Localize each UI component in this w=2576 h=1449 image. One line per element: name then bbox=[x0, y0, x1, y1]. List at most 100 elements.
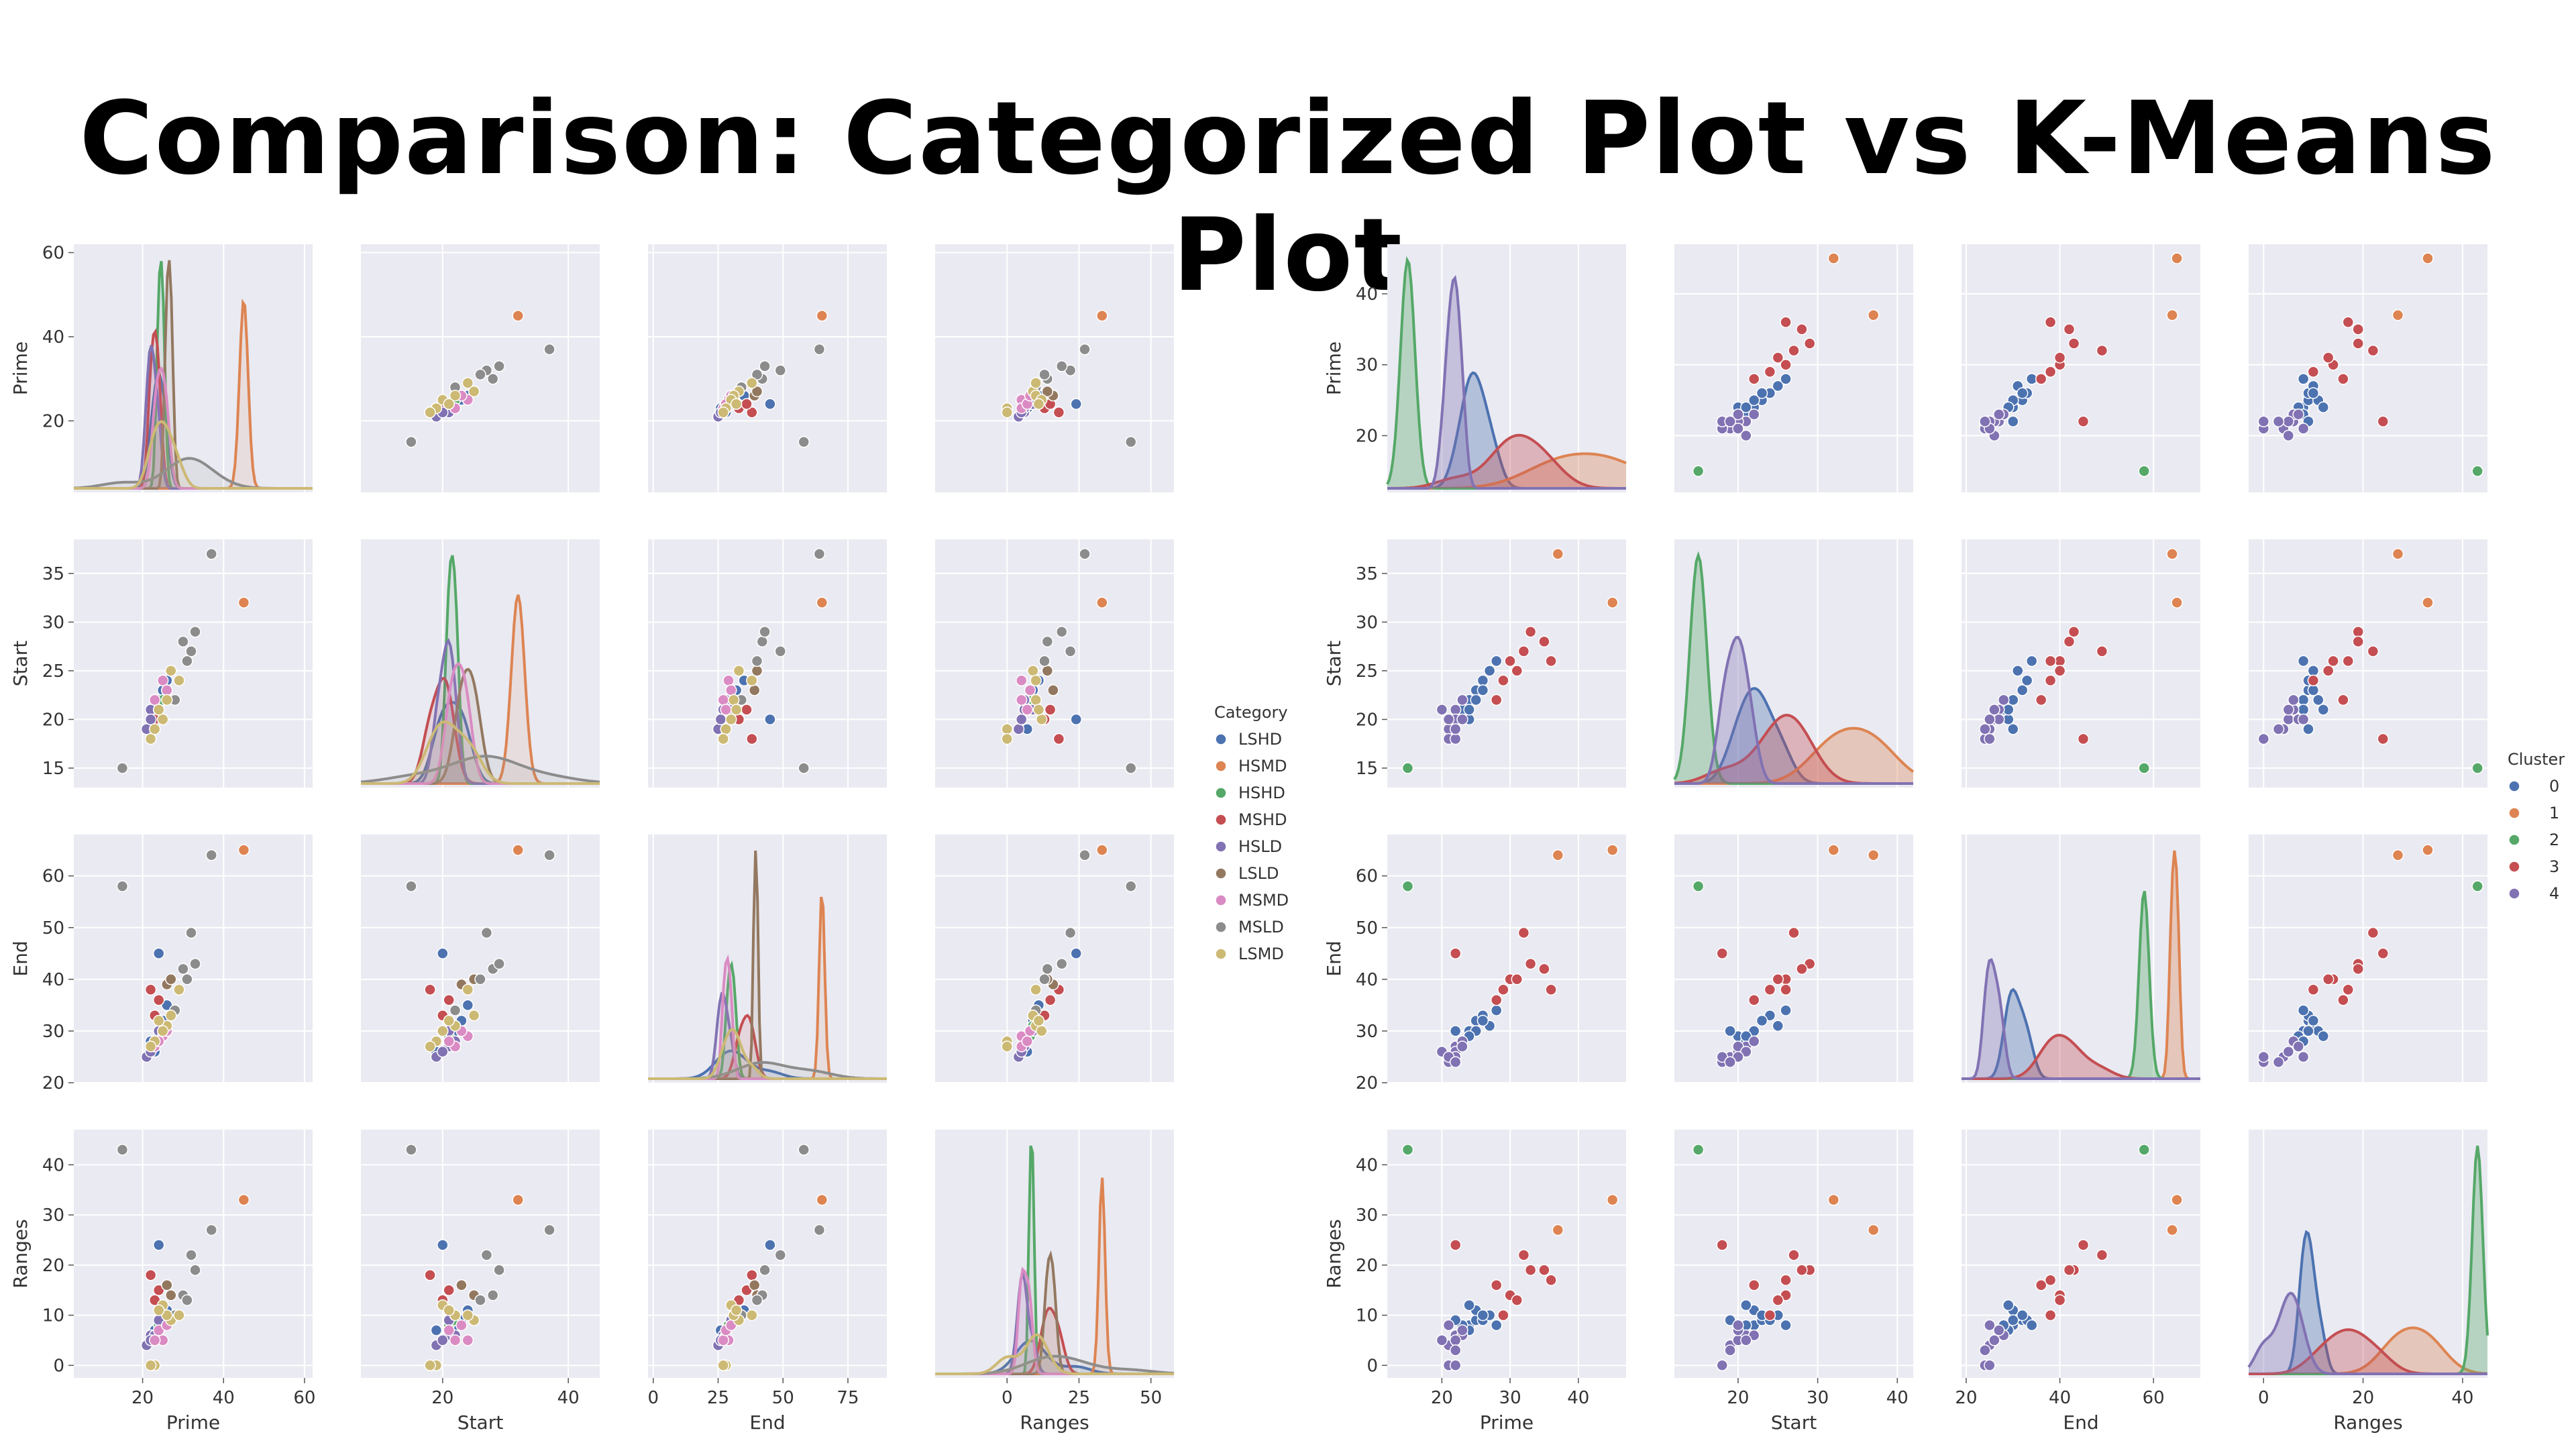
scatter-point bbox=[1096, 844, 1108, 856]
scatter-point bbox=[2422, 596, 2434, 609]
scatter-point bbox=[2297, 1051, 2310, 1063]
scatter-point bbox=[2327, 655, 2339, 667]
kde-fill-group-0 bbox=[1962, 989, 2200, 1079]
scatter-point bbox=[424, 407, 436, 419]
scatter-point bbox=[474, 1294, 486, 1306]
x-tick-label: 20 bbox=[2352, 1388, 2374, 1408]
scatter-point bbox=[185, 1249, 197, 1261]
scatter-point bbox=[1538, 963, 1550, 975]
panel-background bbox=[935, 1130, 1174, 1378]
panel-background bbox=[648, 1130, 887, 1378]
legend-marker bbox=[2508, 861, 2520, 873]
scatter-point bbox=[474, 973, 486, 985]
y-tick-label: 20 bbox=[42, 1073, 64, 1093]
panel-ranges-vs-ranges: 0 20 40 Ranges bbox=[2247, 1130, 2489, 1434]
scatter-point bbox=[189, 957, 201, 970]
scatter-point bbox=[1436, 1334, 1448, 1346]
legend-marker bbox=[1215, 760, 1227, 772]
legend-label: 4 bbox=[2549, 884, 2559, 903]
scatter-point bbox=[741, 398, 753, 411]
legend-marker bbox=[1215, 733, 1227, 745]
scatter-point bbox=[1772, 1294, 1784, 1306]
scatter-point bbox=[2342, 316, 2355, 329]
y-tick-label: 35 bbox=[42, 564, 64, 584]
scatter-point bbox=[177, 963, 189, 975]
y-tick-label: 40 bbox=[1356, 970, 1378, 990]
panel-ranges-vs-end: 20 40 60 End bbox=[1955, 1130, 2200, 1434]
scatter-point bbox=[437, 1334, 449, 1346]
panel-background bbox=[1962, 539, 2200, 788]
scatter-point bbox=[2016, 387, 2029, 399]
scatter-point bbox=[1979, 723, 1991, 735]
scatter-point bbox=[2297, 1004, 2310, 1016]
x-tick-label: 20 bbox=[1727, 1388, 1749, 1408]
scatter-point bbox=[2422, 844, 2434, 856]
panel-background bbox=[935, 835, 1174, 1083]
scatter-point bbox=[1070, 398, 1082, 411]
scatter-point bbox=[2317, 704, 2330, 716]
scatter-point bbox=[1477, 1309, 1489, 1322]
scatter-point bbox=[1988, 704, 2000, 716]
scatter-point bbox=[1780, 1274, 1792, 1286]
y-tick-label: 30 bbox=[42, 1022, 64, 1042]
scatter-point bbox=[2312, 694, 2324, 706]
scatter-point bbox=[1827, 1193, 1840, 1206]
legend-label: MSMD bbox=[1238, 891, 1289, 910]
scatter-point bbox=[2282, 713, 2295, 726]
kde-fill-group-2 bbox=[1387, 260, 1626, 488]
scatter-point bbox=[1463, 1299, 1475, 1311]
scatter-point bbox=[1716, 1359, 1728, 1372]
scatter-point bbox=[2422, 252, 2434, 264]
scatter-point bbox=[2282, 704, 2295, 716]
scatter-point bbox=[727, 694, 740, 706]
scatter-point bbox=[437, 1046, 449, 1058]
scatter-point bbox=[733, 665, 745, 677]
y-tick-label: 0 bbox=[53, 1356, 64, 1376]
scatter-point bbox=[2297, 713, 2310, 726]
scatter-point bbox=[2322, 352, 2334, 364]
scatter-point bbox=[165, 1010, 177, 1022]
scatter-point bbox=[1772, 380, 1784, 392]
scatter-point bbox=[717, 694, 729, 706]
scatter-point bbox=[512, 309, 524, 322]
scatter-point bbox=[2297, 655, 2310, 667]
legend-label: 1 bbox=[2549, 804, 2559, 822]
panel-start-vs-prime: 15 20 25 30 35 Start bbox=[1323, 539, 1626, 788]
scatter-point bbox=[1984, 713, 1996, 726]
scatter-point bbox=[449, 390, 462, 402]
scatter-point bbox=[2377, 947, 2390, 960]
legend-label: HSHD bbox=[1238, 784, 1285, 802]
scatter-point bbox=[2077, 733, 2090, 745]
x-tick-label: 0 bbox=[647, 1388, 659, 1408]
scatter-point bbox=[1497, 1309, 1509, 1322]
scatter-point bbox=[813, 343, 826, 356]
panel-prime-vs-prime: 20 40 60 Prime bbox=[9, 244, 313, 492]
scatter-point bbox=[1716, 1239, 1728, 1251]
scatter-point bbox=[1015, 674, 1028, 687]
kde-fill-group-3 bbox=[1674, 715, 1913, 784]
scatter-point bbox=[1724, 1344, 1736, 1356]
panel-end-vs-ranges bbox=[2249, 835, 2487, 1083]
scatter-point bbox=[1064, 645, 1077, 657]
scatter-point bbox=[148, 694, 161, 706]
scatter-point bbox=[486, 372, 499, 385]
scatter-point bbox=[759, 360, 771, 372]
scatter-point bbox=[468, 1010, 480, 1022]
scatter-point bbox=[725, 684, 737, 696]
scatter-point bbox=[480, 926, 493, 939]
scatter-point bbox=[1449, 723, 1462, 735]
kde-line-group-4 bbox=[1962, 958, 2200, 1080]
scatter-point bbox=[774, 1249, 787, 1261]
scatter-point bbox=[424, 1269, 436, 1281]
scatter-point bbox=[405, 1144, 417, 1156]
scatter-point bbox=[152, 1304, 165, 1316]
scatter-point bbox=[1001, 407, 1013, 419]
scatter-point bbox=[2272, 723, 2285, 735]
legend: Cluster 0 1 2 3 4 bbox=[2508, 750, 2565, 903]
scatter-point bbox=[2044, 366, 2057, 378]
scatter-point bbox=[116, 1144, 129, 1156]
scatter-point bbox=[2021, 674, 2033, 687]
scatter-point bbox=[720, 704, 732, 716]
scatter-point bbox=[746, 1269, 758, 1281]
scatter-point bbox=[1449, 733, 1462, 745]
